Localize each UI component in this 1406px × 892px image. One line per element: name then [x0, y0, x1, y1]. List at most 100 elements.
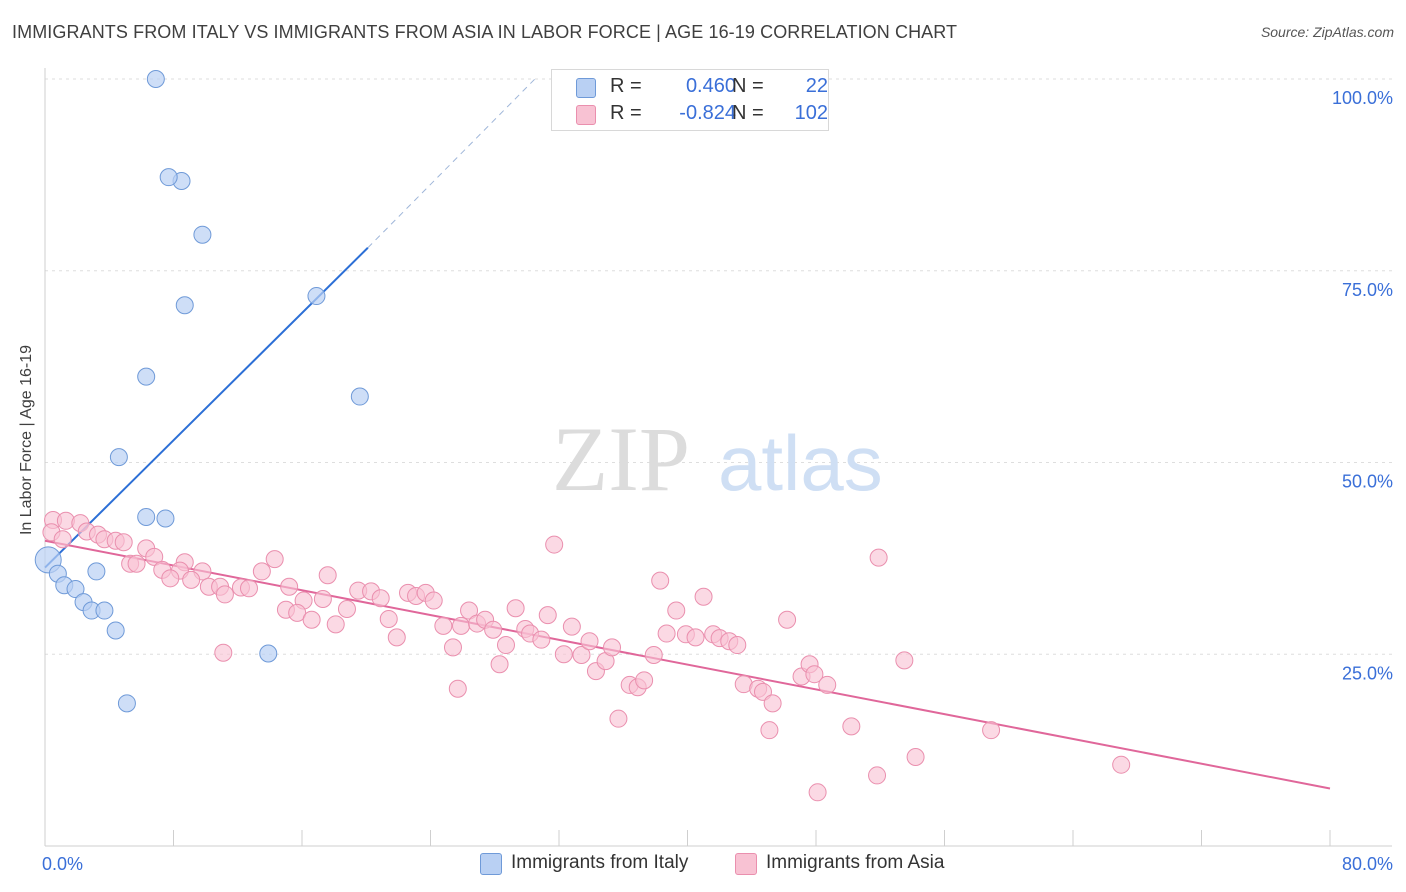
asia-point	[145, 547, 164, 566]
asia-point	[496, 636, 515, 655]
asia-point	[580, 632, 599, 651]
asia-point	[572, 646, 591, 665]
asia-point	[906, 748, 925, 767]
legend-r-label: R =	[610, 75, 642, 97]
legend-swatch-asia	[576, 105, 596, 125]
asia-point	[554, 645, 573, 664]
y-axis-label: In Labor Force | Age 16-19	[18, 344, 35, 536]
asia-point	[265, 550, 284, 569]
legend-r-value: -0.824	[679, 102, 736, 124]
italy-point	[307, 287, 326, 306]
asia-point	[302, 610, 321, 629]
asia-point	[868, 766, 887, 785]
italy-points	[34, 70, 369, 713]
asia-point	[609, 709, 628, 728]
bottom-legend-label-italy: Immigrants from Italy	[511, 852, 689, 873]
asia-point	[313, 590, 332, 609]
italy-point	[95, 601, 114, 620]
asia-point	[484, 620, 503, 639]
italy-point	[159, 168, 178, 187]
watermark: ZIP atlas	[552, 408, 883, 510]
asia-point	[443, 638, 462, 657]
asia-point	[434, 616, 453, 635]
asia-point	[763, 694, 782, 713]
legend-n-label: N =	[732, 75, 764, 97]
asia-point	[545, 535, 564, 554]
italy-point	[350, 387, 369, 406]
italy-point	[259, 644, 278, 663]
asia-point	[214, 643, 233, 662]
asia-point	[808, 783, 827, 802]
asia-point	[644, 646, 663, 665]
italy-point	[66, 580, 85, 599]
asia-point	[842, 717, 861, 736]
asia-point	[490, 655, 509, 674]
italy-point	[106, 621, 125, 640]
asia-point	[460, 601, 479, 620]
asia-point	[778, 610, 797, 629]
legend-n-value: 22	[805, 75, 828, 97]
chart-title: IMMIGRANTS FROM ITALY VS IMMIGRANTS FROM…	[12, 22, 958, 42]
asia-point	[728, 636, 747, 655]
asia-point	[161, 569, 180, 588]
asia-point	[252, 562, 271, 581]
asia-point	[1112, 755, 1131, 774]
asia-point	[387, 628, 406, 647]
asia-point	[337, 599, 356, 618]
asia-point	[562, 617, 581, 636]
legend-n-label: N =	[732, 102, 764, 124]
asia-point	[805, 665, 824, 684]
asia-point	[603, 638, 622, 657]
asia-point	[532, 630, 551, 649]
asia-point	[818, 675, 837, 694]
asia-point	[318, 566, 337, 585]
asia-point	[657, 624, 676, 643]
asia-point	[635, 671, 654, 690]
asia-point	[127, 554, 146, 573]
italy-point	[146, 70, 165, 88]
italy-point	[137, 367, 156, 386]
watermark-zip: ZIP	[552, 408, 690, 510]
stats-legend: R = 0.460 N = 22 R = -0.824 N = 102	[551, 69, 829, 131]
italy-point	[117, 694, 136, 713]
asia-point	[982, 721, 1001, 740]
italy-point	[137, 507, 156, 526]
trend-line-asia	[44, 539, 1331, 790]
y-tick-label: 75.0%	[1342, 280, 1393, 300]
italy-point	[109, 448, 128, 467]
asia-point	[895, 651, 914, 670]
italy-point	[175, 296, 194, 315]
y-tick-label: 25.0%	[1342, 663, 1393, 683]
asia-point	[869, 548, 888, 567]
legend-n-value: 102	[794, 102, 828, 124]
legend-r-value: 0.460	[685, 75, 736, 97]
watermark-atlas: atlas	[718, 419, 883, 507]
y-axis-label-wrap: In Labor Force | Age 16-19	[12, 290, 42, 590]
asia-point	[53, 530, 72, 549]
asia-point	[371, 589, 390, 608]
asia-point	[506, 599, 525, 618]
bottom-legend-swatch-asia	[735, 853, 757, 875]
asia-point	[215, 585, 234, 604]
asia-point	[239, 579, 258, 598]
legend-r-label: R =	[610, 102, 642, 124]
asia-point	[686, 628, 705, 647]
asia-point	[182, 570, 201, 589]
asia-point	[753, 682, 772, 701]
y-tick-label: 50.0%	[1342, 472, 1393, 492]
bottom-legend-swatch-italy	[480, 853, 502, 875]
axis-layer	[44, 68, 1392, 847]
asia-point	[667, 601, 686, 620]
asia-point	[379, 609, 398, 628]
asia-point	[452, 616, 471, 635]
legend-swatch-italy	[576, 78, 596, 98]
asia-point	[288, 603, 307, 622]
source-label: Source: ZipAtlas.com	[1260, 24, 1394, 40]
x-tick-label: 0.0%	[42, 854, 83, 874]
italy-point	[193, 225, 212, 244]
x-tick-label: 80.0%	[1342, 854, 1393, 874]
asia-point	[448, 679, 467, 698]
trend-line-italy-extension	[367, 78, 536, 249]
italy-point	[156, 509, 175, 528]
